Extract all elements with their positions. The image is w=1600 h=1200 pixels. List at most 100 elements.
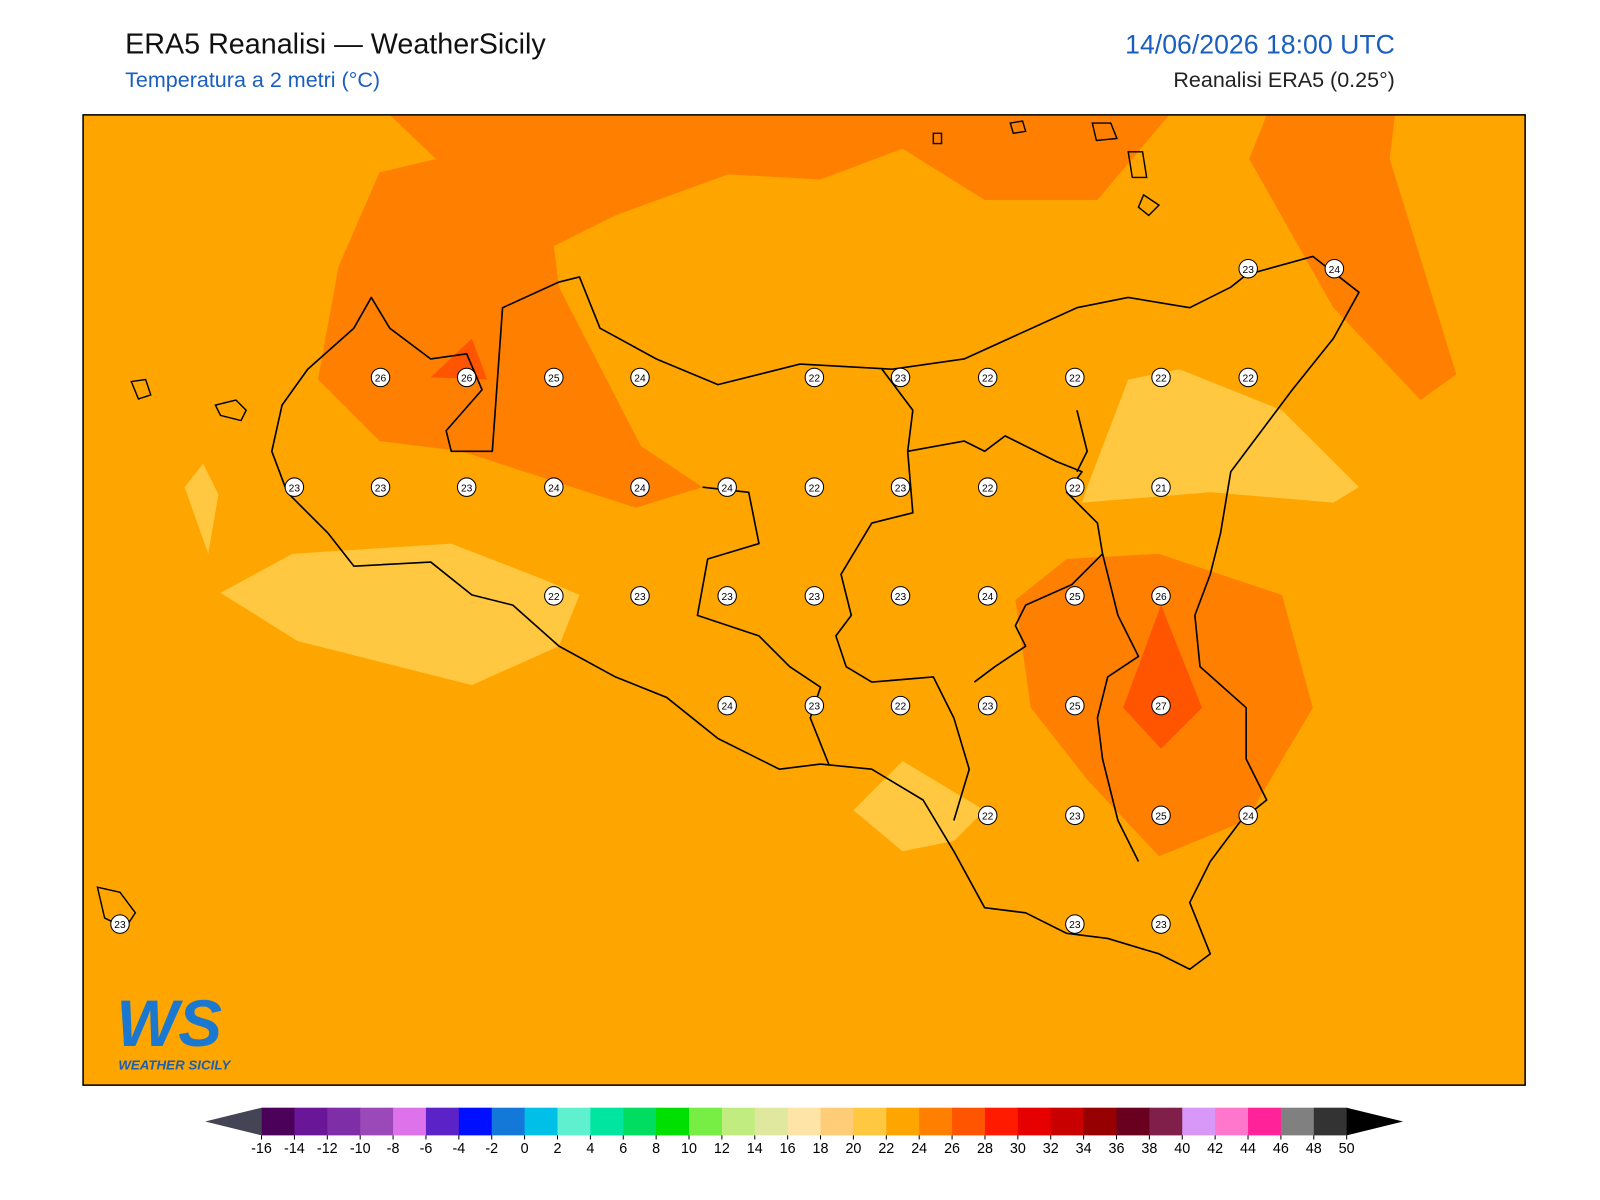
colorbar-swatch [623,1107,657,1136]
colorbar-swatch [689,1107,723,1136]
station-marker [1065,477,1085,497]
colorbar-swatch [1083,1107,1118,1136]
colorbar-swatch [1313,1107,1348,1136]
station-value: 23 [721,592,733,603]
station-marker [890,367,911,388]
station-marker [1151,477,1171,497]
station-value: 24 [1329,265,1341,276]
station-value: 24 [548,483,560,494]
station-marker [1065,367,1085,388]
colorbar-swatch [458,1107,493,1136]
station-marker [977,477,998,497]
colorbar-swatch [886,1107,920,1136]
station-value: 22 [1155,374,1167,385]
colorbar-tick-label: 36 [1109,1141,1125,1157]
station-value: 24 [1243,811,1255,822]
station-marker [804,586,825,606]
station-value: 23 [1243,265,1255,276]
contour [220,543,580,686]
colorbar-under [205,1107,262,1136]
station-marker [977,367,998,388]
colorbar-swatch [294,1107,328,1136]
colorbar-tick-label: 8 [652,1141,660,1157]
colorbar-tick-label: 10 [681,1141,697,1157]
colorbar-tick-label: -8 [387,1141,400,1157]
colorbar-tick-label: 2 [553,1141,561,1157]
colorbar-swatch [853,1107,887,1136]
station-value: 26 [461,374,473,385]
colorbar-swatch [327,1107,361,1136]
logo-name: WEATHER SICILY [118,1058,231,1073]
colorbar-tick-label: -14 [284,1141,305,1157]
station-value: 23 [809,592,821,603]
station-value: 26 [1155,592,1167,603]
station-marker [544,367,564,388]
station-value: 22 [548,592,560,603]
colorbar: -16 -14 -12 -10 -8 -6 -4 -2 0 2 4 6 8 10 12 14 16 18 20 22 2… [205,1107,1404,1157]
map-frame [82,114,1526,1086]
station-marker [1238,805,1258,826]
station-marker [1065,805,1085,826]
province-border [696,368,1140,862]
station-marker [804,477,825,497]
station-value: 23 [1155,920,1167,931]
station-marker [804,695,825,716]
colorbar-swatch [557,1107,591,1136]
colorbar-swatch [1215,1107,1249,1136]
colorbar-swatch [590,1107,624,1136]
station-value: 23 [1069,920,1081,931]
colorbar-tick-label: 4 [586,1141,594,1157]
colorbar-tick-label: -4 [452,1141,465,1157]
station-value: 23 [634,592,646,603]
colorbar-tick-label: 22 [878,1141,894,1157]
colorbar-swatch [1149,1107,1183,1136]
stations: 23 24 26 26 25 24 22 23 22 22 22 22 23 23 23 24 24 24 22 23… [110,258,1345,934]
station-value: 23 [461,483,473,494]
station-marker [977,586,998,606]
colorbar-swatch [754,1107,789,1136]
station-value: 24 [721,483,733,494]
colorbar-tick-label: -10 [350,1141,371,1157]
station-marker [630,477,650,497]
station-value: 22 [982,374,994,385]
station-value: 24 [634,483,646,494]
station-marker [1151,914,1171,934]
station-marker [890,695,911,716]
station-value: 25 [548,374,560,385]
colorbar-swatch [524,1107,558,1136]
station-marker [1151,586,1171,606]
colorbar-swatch [1248,1107,1282,1136]
station-marker [717,477,737,497]
colorbar-tick-label: 14 [747,1141,763,1157]
station-value: 25 [1069,592,1081,603]
colorbar-tick-label: 44 [1240,1141,1256,1157]
colorbar-tick-label: 30 [1010,1141,1026,1157]
colorbar-swatch [820,1107,854,1136]
colorbar-swatch [1182,1107,1216,1136]
colorbar-tick-label: 50 [1339,1141,1355,1157]
contour [1082,369,1359,503]
colorbar-swatch [425,1107,460,1136]
contour [1249,114,1457,400]
station-value: 26 [375,374,387,385]
colorbar-tick-label: 26 [944,1141,960,1157]
station-value: 22 [1069,483,1081,494]
station-value: 24 [634,374,646,385]
logo-mark: WS [116,987,222,1060]
station-marker [804,367,825,388]
colorbar-tick-label: 48 [1306,1141,1322,1157]
colorbar-swatch [1017,1107,1052,1136]
station-value: 22 [895,702,907,713]
colorbar-tick-label: -6 [420,1141,433,1157]
station-value: 24 [721,702,733,713]
station-marker [544,586,564,606]
station-value: 27 [1155,702,1167,713]
station-marker [717,586,737,606]
station-value: 25 [1069,702,1081,713]
station-marker [1065,914,1085,934]
station-marker [110,914,130,934]
colorbar-tick-label: 6 [619,1141,627,1157]
station-marker [717,695,737,716]
colorbar-tick-label: 28 [977,1141,993,1157]
